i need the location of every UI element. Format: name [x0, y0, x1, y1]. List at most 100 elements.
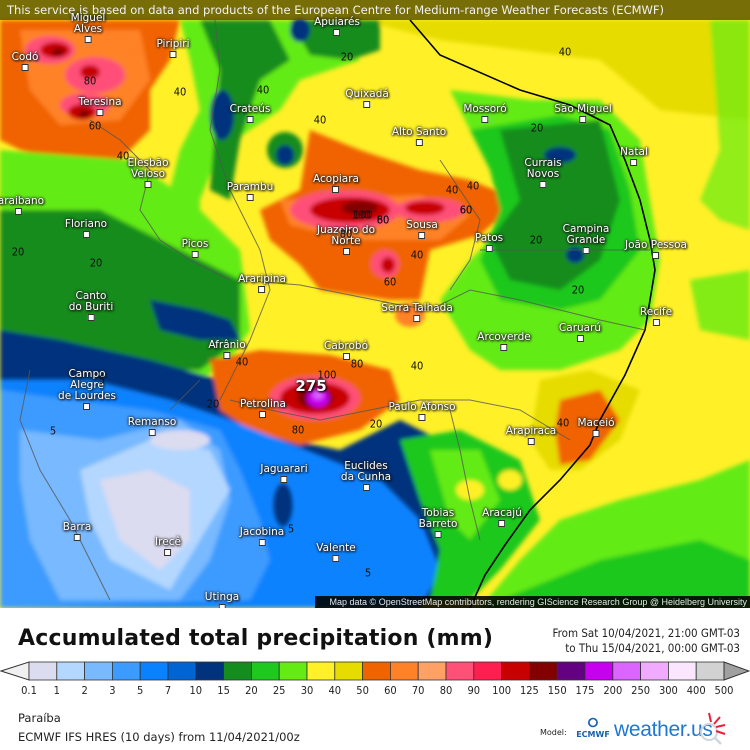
city-label: Araripina — [238, 274, 286, 293]
chart-title: Accumulated total precipitation (mm) — [18, 626, 494, 651]
colorbar-swatch — [417, 661, 447, 681]
city-marker-icon — [144, 181, 152, 188]
colorbar-swatch — [56, 661, 85, 681]
isoline-value: 20 — [571, 283, 585, 297]
colorbar-swatch — [695, 661, 725, 681]
colorbar-swatch — [84, 661, 113, 681]
city-marker-icon — [82, 231, 90, 238]
colorbar-tick: 5 — [137, 684, 144, 697]
city-marker-icon — [579, 116, 587, 123]
city-label: Valente — [316, 542, 356, 562]
colorbar-swatch — [556, 661, 586, 681]
maximum-value-marker: 275 — [295, 377, 327, 395]
colorbar-swatch — [139, 661, 169, 681]
colorbar-tick: 125 — [519, 684, 539, 697]
weather-us-sun-magnifier-icon — [700, 712, 726, 745]
isoline-value: 40 — [173, 85, 187, 99]
colorbar-swatch — [668, 661, 697, 681]
map-attribution[interactable]: Map data © OpenStreetMap contributors, r… — [314, 596, 750, 608]
colorbar-tick: 250 — [631, 684, 651, 697]
isoline-value: 20 — [11, 245, 25, 259]
city-label: Utinga — [205, 592, 239, 608]
isoline-value: 80 — [339, 227, 353, 241]
colorbar-tick: 15 — [217, 684, 230, 697]
city-marker-icon — [481, 116, 489, 123]
city-label: Picos — [182, 239, 208, 258]
city-name: Elesbão Veloso — [127, 157, 169, 180]
city-name: Paulo Afonso — [388, 401, 456, 413]
city-name: Natal — [620, 146, 648, 158]
color-legend-bar — [0, 660, 750, 682]
city-name: Quixadá — [345, 88, 389, 100]
city-name: Cabrobó — [323, 340, 369, 352]
city-marker-icon — [218, 604, 226, 608]
model-label: Model: — [540, 728, 567, 737]
city-label: Euclides da Cunha — [341, 461, 391, 491]
isoline-value: 40 — [466, 179, 480, 193]
colorbar-tick: 100 — [492, 684, 512, 697]
isoline-value: 60 — [376, 213, 390, 227]
isoline-value: 40 — [410, 248, 424, 262]
ecmwf-logo[interactable]: ⭘ ECMWF — [576, 717, 610, 740]
isoline-value: 100 — [317, 368, 337, 382]
city-label: Maceió — [577, 417, 615, 437]
colorbar-tick: 7 — [164, 684, 172, 697]
colorbar-swatch — [334, 661, 363, 681]
isoline-value: 40 — [256, 83, 270, 97]
precipitation-map[interactable]: This service is based on data and produc… — [0, 0, 750, 608]
city-marker-icon — [652, 319, 660, 326]
city-name: Remanso — [127, 416, 177, 428]
city-marker-icon — [363, 101, 371, 108]
colorbar-swatch — [501, 661, 530, 681]
city-label: Jaguarari — [260, 464, 308, 483]
city-label: Piripiri — [156, 39, 190, 58]
city-label: Paulo Afonso — [388, 401, 456, 421]
colorbar-swatch — [28, 661, 58, 681]
city-label: Campo Alegre de Lourdes — [58, 369, 116, 410]
colorbar-tick: 300 — [658, 684, 678, 697]
city-name: São Miguel — [554, 103, 612, 115]
city-label: Arapiraca — [506, 426, 556, 445]
city-label: Acopiara — [313, 174, 359, 193]
city-marker-icon — [539, 181, 547, 188]
colorbar-swatch — [473, 661, 502, 681]
colorbar-tick: 3 — [109, 684, 116, 697]
isoline-value: 20 — [340, 50, 354, 64]
city-name: Valente — [316, 542, 356, 554]
city-marker-icon — [434, 531, 442, 538]
city-name: Apuiarés — [314, 16, 360, 28]
city-marker-icon — [246, 116, 254, 123]
isoline-value: 80 — [350, 357, 364, 371]
city-label: Barra — [63, 522, 91, 541]
city-name: Irecê — [155, 536, 181, 548]
city-name: Crateús — [229, 103, 271, 115]
city-marker-icon — [333, 29, 341, 36]
city-marker-icon — [500, 344, 508, 351]
isoline-value: 20 — [529, 233, 543, 247]
city-marker-icon — [246, 194, 254, 201]
city-name: Tobias Barreto — [418, 507, 458, 530]
city-name: Arcoverde — [477, 331, 531, 343]
city-marker-icon — [73, 534, 81, 541]
city-label: Alto Santo — [392, 127, 446, 146]
isoline-value: 80 — [83, 74, 97, 88]
isoline-value: 40 — [445, 183, 459, 197]
city-label: Apuiarés — [314, 17, 360, 36]
city-marker-icon — [342, 353, 350, 360]
colorbar-tick: 0.1 — [21, 684, 37, 697]
isoline-value: 20 — [206, 397, 220, 411]
city-label: Mossoró — [463, 103, 507, 123]
colorbar-tick: 20 — [245, 684, 258, 697]
city-label: Irecê — [155, 537, 181, 556]
colorbar-over-arrow — [723, 661, 750, 681]
city-label: Cabrobó — [324, 341, 368, 360]
period-to: to Thu 15/04/2021, 00:00 GMT-03 — [565, 641, 740, 655]
weather-us-logo[interactable]: weather.us — [614, 718, 713, 741]
colorbar-tick: 2 — [81, 684, 88, 697]
city-name: Mossoró — [463, 103, 507, 115]
isoline-value: 100 — [351, 208, 371, 222]
isoline-value: 40 — [313, 113, 327, 127]
city-name: Currais Novos — [524, 157, 562, 180]
city-name: Maceió — [577, 417, 615, 429]
city-marker-icon — [258, 286, 266, 293]
